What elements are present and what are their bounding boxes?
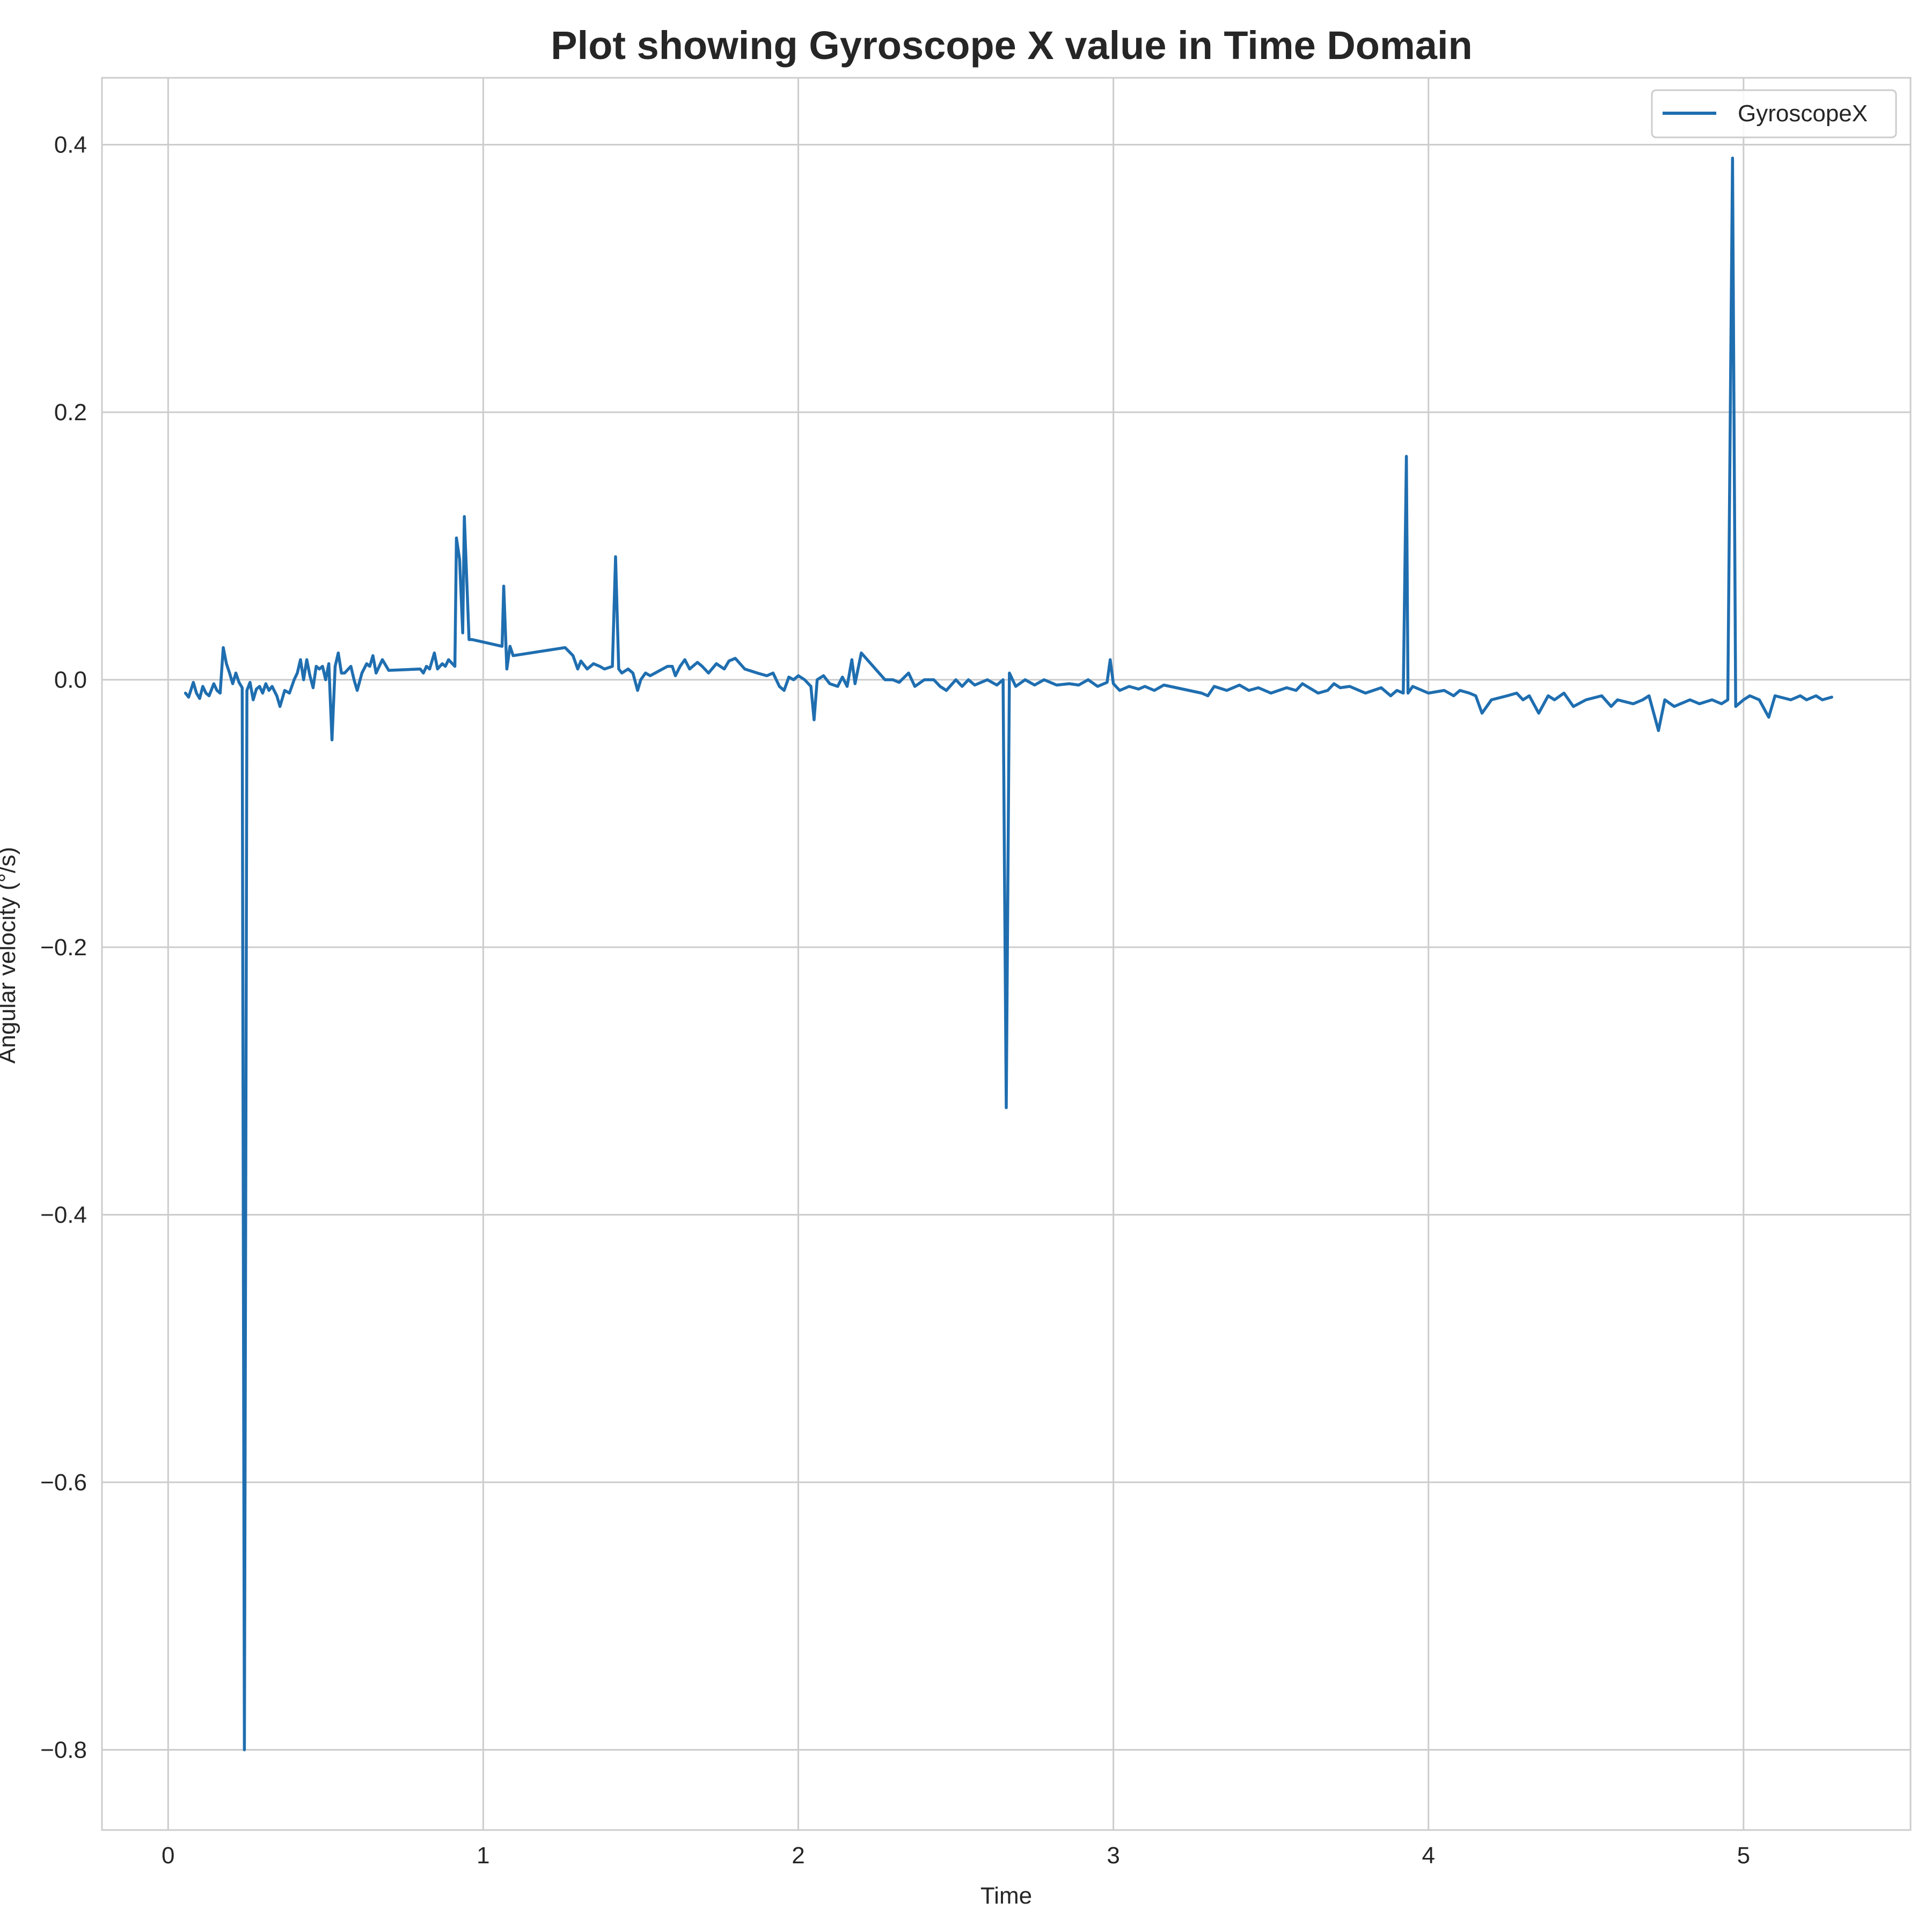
x-tick-label: 4 <box>1422 1842 1435 1869</box>
y-tick-label: −0.6 <box>40 1469 87 1496</box>
y-tick-label: −0.8 <box>40 1737 87 1763</box>
y-tick-label: 0.4 <box>54 132 87 158</box>
chart-title: Plot showing Gyroscope X value in Time D… <box>551 23 1472 68</box>
x-tick-label: 2 <box>792 1842 804 1869</box>
x-axis-label: Time <box>980 1883 1032 1909</box>
y-tick-label: −0.4 <box>40 1202 87 1228</box>
x-tick-label: 1 <box>477 1842 489 1869</box>
x-tick-label: 5 <box>1737 1842 1750 1869</box>
y-tick-label: 0.0 <box>54 667 87 693</box>
y-tick-label: −0.2 <box>40 934 87 961</box>
x-tick-label: 0 <box>162 1842 174 1869</box>
x-tick-label: 3 <box>1107 1842 1119 1869</box>
legend: GyroscopeX <box>1652 90 1896 137</box>
y-tick-label: 0.2 <box>54 399 87 426</box>
y-axis-label: Angular velocity (°/s) <box>0 847 20 1064</box>
legend-label-gyroscopex: GyroscopeX <box>1738 100 1868 127</box>
